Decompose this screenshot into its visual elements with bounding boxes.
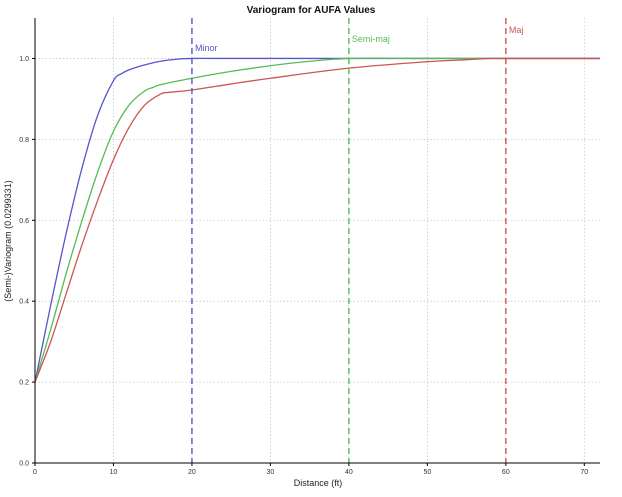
- x-tick-label: 70: [580, 469, 588, 476]
- y-tick-label: 0.2: [19, 380, 29, 387]
- x-tick-label: 60: [502, 469, 510, 476]
- x-tick-label: 50: [423, 469, 431, 476]
- x-tick-label: 10: [110, 469, 118, 476]
- variogram-curve-1: [34, 57, 600, 383]
- axes: [34, 18, 600, 464]
- tick-labels: 0 10 20 30 40 50 60 70 0.0 0.2 0.4 0.6 0.8 1.0: [19, 56, 588, 476]
- x-tick-label: 40: [345, 469, 353, 476]
- range-label-semi-maj: Semi-maj: [352, 34, 390, 44]
- grid: [35, 18, 600, 463]
- y-tick-label: 0.4: [19, 299, 29, 306]
- y-tick-label: 0.8: [19, 137, 29, 144]
- y-tick-label: 0.6: [19, 218, 29, 225]
- series-lines: [34, 57, 600, 383]
- range-label-maj: Maj: [509, 25, 524, 35]
- y-tick-label: 0.0: [19, 461, 29, 468]
- x-tick-label: 20: [188, 469, 196, 476]
- y-axis-label: (Semi-)Variogram (0.0299331): [3, 180, 13, 301]
- y-tick-label: 1.0: [19, 56, 29, 63]
- x-tick-label: 30: [267, 469, 275, 476]
- range-label-minor: Minor: [195, 43, 218, 53]
- range-markers: Minor Semi-maj Maj: [191, 18, 524, 463]
- chart-title: Variogram for AUFA Values: [247, 5, 376, 16]
- x-tick-label: 0: [33, 469, 37, 476]
- x-axis-label: Distance (ft): [294, 478, 343, 488]
- variogram-curve-2: [34, 57, 600, 383]
